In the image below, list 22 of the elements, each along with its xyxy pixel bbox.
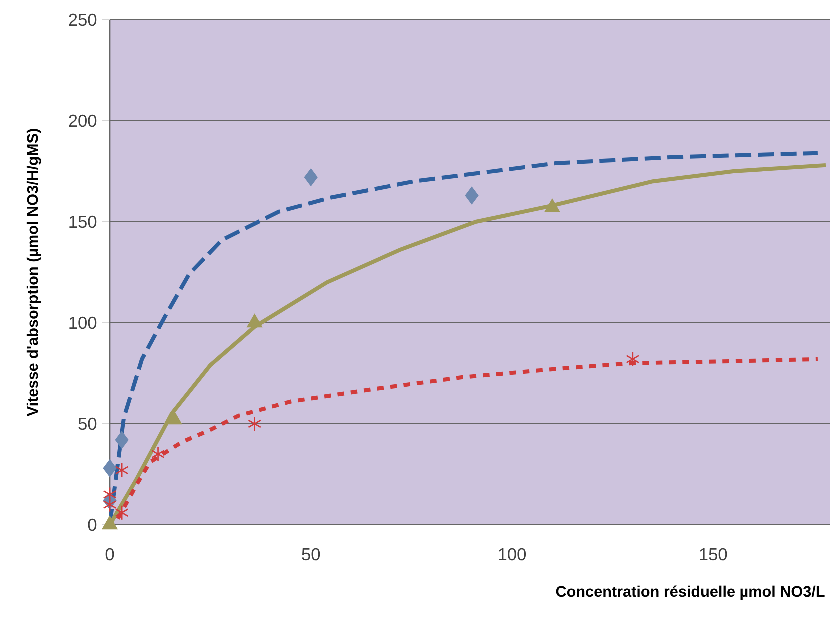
point [115,431,129,449]
point [248,416,262,432]
y-tick-label: 50 [78,418,97,430]
y-tick-label: 100 [70,316,97,330]
y-axis-title: Vitesse d'absorption (µmol NO3/H/gMS) [26,129,42,417]
y-tick-label: 0 [88,518,97,532]
y-tick-label: 250 [69,14,97,26]
x-tick-label: 50 [302,548,320,561]
y-tick-label: 200 [69,114,97,128]
point [115,505,129,521]
point [626,352,640,368]
point [115,462,129,478]
point [103,497,117,512]
x-axis-title: Concentration résiduelle µmol NO3/L [556,586,825,600]
x-tick-label: 100 [499,548,526,561]
x-tick-label: 150 [700,548,728,561]
point [304,168,318,186]
x-tick-label: 0 [106,548,114,561]
point [152,446,166,462]
point [465,187,479,204]
y-tick-label: 150 [70,216,97,228]
point [103,460,117,478]
